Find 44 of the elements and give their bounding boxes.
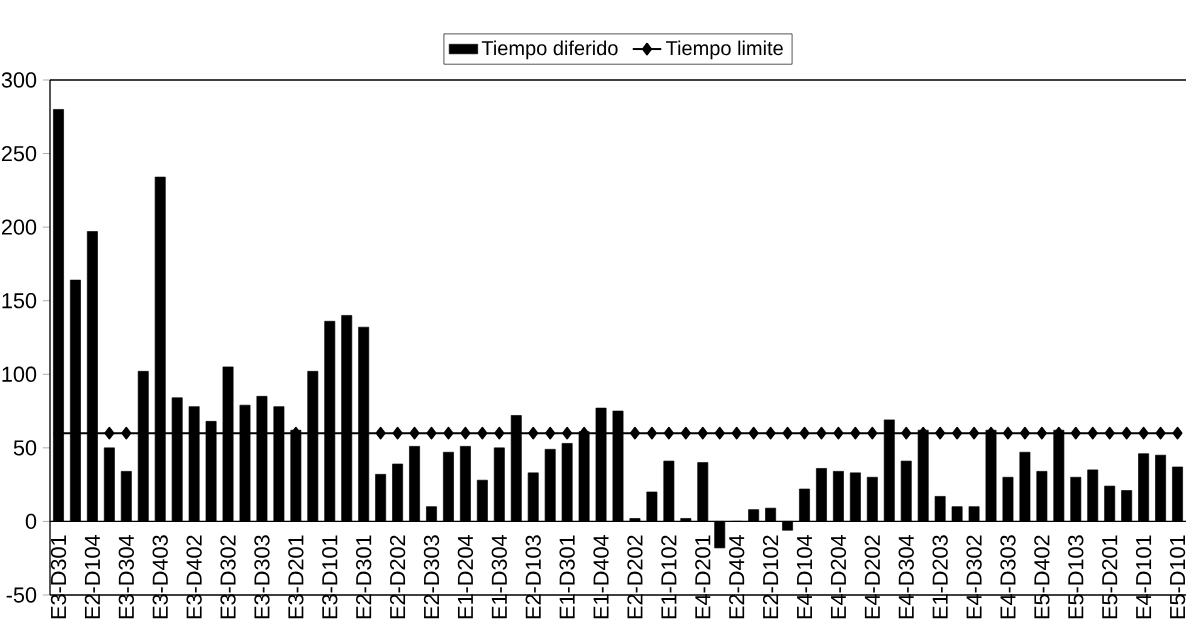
x-tick-label: E2-D404: [729, 535, 745, 619]
x-tick-label: E2-D104: [84, 535, 101, 619]
x-tick-label: E4-D302: [966, 535, 982, 619]
y-tick-label: 100: [2, 366, 37, 382]
y-tick-label: 250: [1, 145, 37, 162]
x-tick-label: E3-D301: [50, 535, 67, 619]
x-tick-label: E3-D304: [118, 535, 134, 619]
x-tick-label: E3-D101: [322, 535, 338, 619]
x-tick-label: E5-D402: [1034, 535, 1050, 619]
x-tick-label: E1-D304: [491, 535, 507, 619]
x-tick-label: E5-D103: [1068, 535, 1084, 619]
y-tick-label: -50: [6, 587, 37, 603]
x-tick-label: E4-D201: [695, 535, 711, 619]
x-tick-label: E4-D104: [796, 535, 813, 619]
y-tick-label: 50: [13, 440, 37, 456]
x-tick-label: E2-D102: [762, 535, 779, 619]
y-tick-label: 0: [25, 513, 37, 530]
x-tick-label: E4-D101: [1135, 535, 1152, 619]
x-tick-label: E3-D402: [186, 535, 202, 619]
y-tick-label: 150: [2, 293, 37, 309]
x-tick-label: E2-D103: [525, 535, 541, 619]
x-tick-label: E5-D201: [1102, 535, 1118, 619]
x-tick-label: E1-D203: [932, 535, 948, 619]
y-tick-label: 200: [1, 219, 37, 235]
legend-label: Tiempo diferido: [481, 40, 618, 60]
x-tick-label: E3-D303: [254, 535, 270, 619]
x-tick-label: E2-D202: [389, 535, 406, 619]
y-tick-label: 300: [1, 72, 37, 88]
x-tick-label: E4-D204: [830, 535, 847, 619]
x-tick-label: E4-D303: [1000, 535, 1016, 619]
x-tick-label: E5-D101: [1169, 535, 1186, 619]
legend-label: Tiempo limite: [666, 40, 783, 60]
x-tick-label: E2-D202: [627, 535, 643, 619]
x-tick-label: E3-D403: [152, 535, 168, 619]
x-tick-label: E3-D201: [288, 535, 304, 619]
x-tick-label: E2-D303: [423, 535, 440, 619]
x-tick-label: E4-D304: [898, 535, 914, 619]
x-tick-label: E1-D102: [661, 535, 677, 619]
x-tick-label: E4-D202: [864, 535, 880, 619]
x-tick-label: E1-D204: [457, 535, 474, 619]
x-tick-label: E2-D301: [356, 535, 372, 619]
x-tick-label: E1-D404: [593, 535, 609, 619]
x-tick-label: E3-D302: [220, 535, 236, 619]
x-tick-label: E1-D301: [559, 535, 575, 619]
